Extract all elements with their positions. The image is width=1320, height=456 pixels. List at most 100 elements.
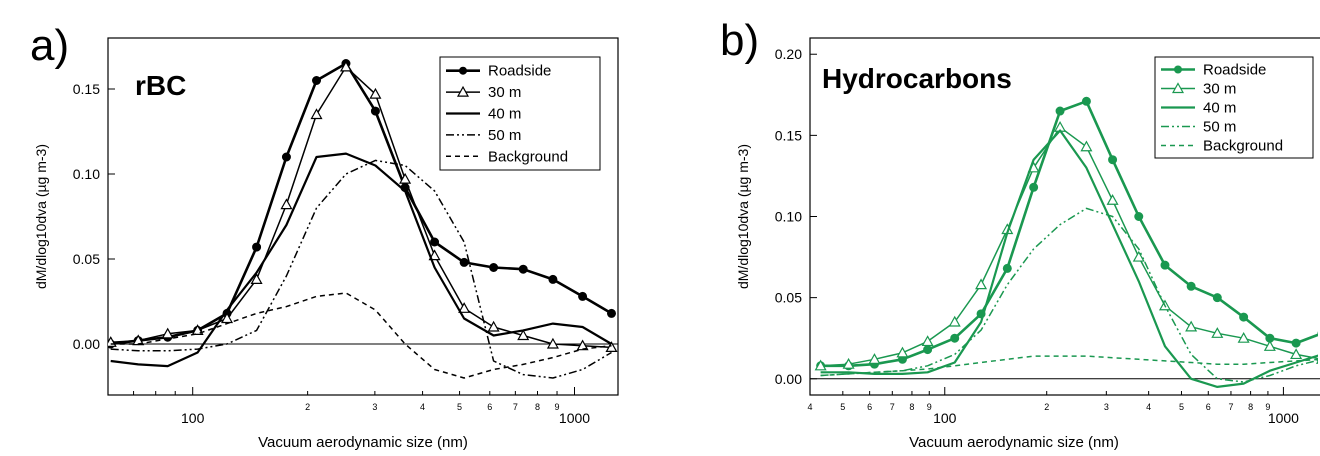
legend-label: Roadside [1203, 62, 1266, 79]
data-point [369, 87, 382, 99]
data-point [517, 329, 530, 341]
series-line [820, 126, 1318, 367]
plot-frame [107, 37, 619, 396]
data-point [1132, 250, 1145, 262]
data-point [1080, 140, 1093, 152]
series-line [110, 292, 612, 379]
data-point [896, 346, 909, 358]
data-point [578, 291, 588, 301]
legend-marker [1171, 82, 1185, 94]
data-point [487, 320, 500, 332]
legend-label: 40 m [488, 106, 521, 123]
legend-label: 50 m [1203, 119, 1236, 136]
x-minor-tick-label: 2 [1044, 402, 1049, 412]
x-minor-tick-label: 6 [487, 402, 492, 412]
data-point [1290, 348, 1303, 360]
legend-label: Background [488, 148, 568, 165]
x-minor-tick-label: 4 [420, 402, 425, 412]
chart-title: rBC [135, 70, 186, 101]
series-2 [814, 121, 1318, 371]
panel-label: b) [720, 16, 759, 65]
data-point [1002, 263, 1012, 273]
data-point [1263, 340, 1276, 351]
x-minor-tick-label: 5 [840, 402, 845, 412]
data-point [250, 273, 263, 284]
legend: Roadside 30 m 40 m 50 m Background [439, 56, 601, 171]
data-point [370, 106, 380, 116]
series-line [820, 100, 1318, 368]
series-3 [820, 129, 1318, 388]
legend: Roadside 30 m 40 m 50 m Background [1154, 56, 1314, 159]
x-minor-tick-label: 5 [1179, 402, 1184, 412]
series-line [820, 355, 1318, 377]
y-tick-label: 0.20 [775, 46, 802, 62]
data-point [310, 108, 323, 120]
x-minor-tick-label: 6 [1206, 402, 1211, 412]
series-4 [820, 207, 1318, 383]
series-line [110, 66, 612, 349]
data-point [312, 76, 322, 85]
chart-panel-2: 0.00 0.05 0.10 0.15 0.20 100 1000 4 5 6 7 8 9 2 3 4 5 6 7 8… [720, 16, 1320, 451]
data-point [518, 264, 528, 274]
data-point [1211, 327, 1224, 338]
data-point [1237, 331, 1250, 343]
data-point [1160, 260, 1170, 270]
x-minor-tick-label: 3 [1104, 402, 1109, 412]
data-point [921, 335, 934, 347]
data-point [489, 263, 499, 272]
legend-marker [456, 85, 470, 97]
data-point [1134, 212, 1144, 221]
data-point [605, 341, 618, 352]
x-minor-tick-label: 9 [1265, 402, 1270, 412]
data-point [221, 312, 234, 324]
series-line [110, 159, 612, 379]
legend-label: Background [1203, 138, 1283, 155]
x-minor-tick-label: 8 [535, 402, 540, 412]
x-major-tick-label: 1000 [559, 410, 590, 426]
data-point [281, 152, 291, 162]
chart-panel-1: 0.00 0.05 0.10 0.15 100 1000 2 3 4 5 6 7 8 9 Vacuum ae… [30, 21, 619, 451]
data-point [1186, 281, 1196, 291]
x-minor-tick-label: 9 [927, 402, 932, 412]
data-point [1239, 312, 1249, 322]
legend-label: 30 m [1203, 81, 1236, 98]
data-point [1185, 320, 1198, 332]
data-point [430, 237, 440, 247]
data-point [546, 337, 559, 349]
y-tick-label: 0.05 [775, 290, 802, 306]
x-minor-tick-label: 4 [807, 402, 812, 412]
y-tick-label: 0.10 [775, 209, 802, 225]
data-point [458, 302, 471, 313]
data-point [868, 353, 881, 364]
y-tick-label: 0.00 [73, 336, 100, 352]
legend-label: 50 m [488, 127, 521, 144]
panel-label: a) [30, 21, 69, 70]
legend-label: 40 m [1203, 100, 1236, 117]
legend-marker [459, 66, 467, 75]
data-point [161, 327, 174, 339]
x-minor-tick-label: 4 [1146, 402, 1151, 412]
data-point [1029, 182, 1039, 192]
data-point [1291, 338, 1301, 348]
y-tick-label: 0.05 [73, 251, 100, 267]
y-axis-label: dM/dlog10dva (µg m-3) [735, 144, 751, 289]
series-line [110, 152, 613, 368]
legend-label: Roadside [488, 63, 551, 80]
y-tick-label: 0.15 [775, 127, 802, 143]
data-point [548, 274, 558, 284]
data-point [252, 242, 262, 252]
data-point [606, 308, 616, 318]
x-minor-tick-label: 6 [867, 402, 872, 412]
data-point [459, 257, 469, 267]
data-point [842, 357, 855, 369]
data-point [1212, 293, 1222, 303]
x-major-tick-label: 100 [933, 410, 957, 426]
x-axis-label: Vacuum aerodynamic size (nm) [258, 434, 468, 451]
series-5 [110, 292, 612, 379]
plot-area [108, 59, 618, 379]
x-minor-tick-label: 7 [513, 402, 518, 412]
legend-marker [1174, 65, 1182, 74]
x-minor-tick-label: 7 [1228, 402, 1233, 412]
